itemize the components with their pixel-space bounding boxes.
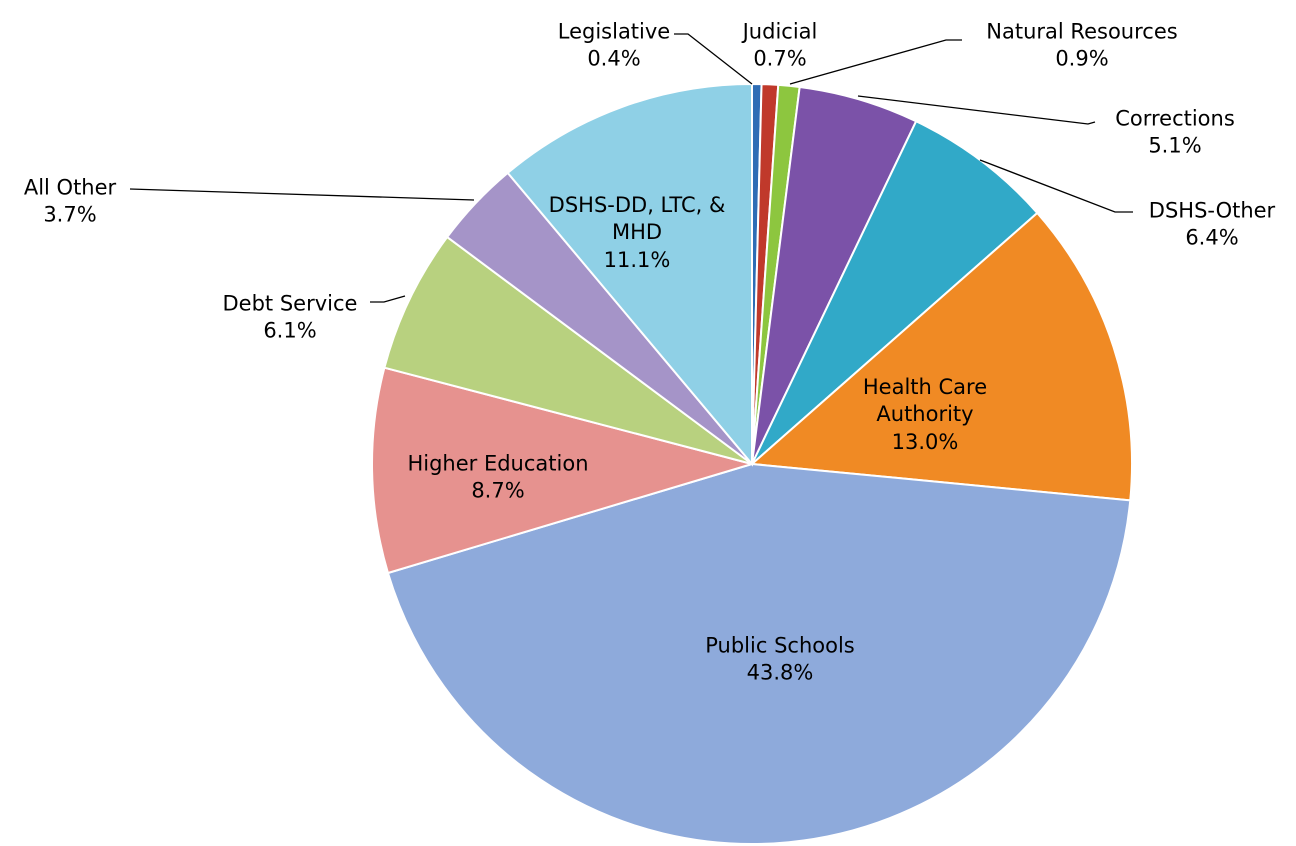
leader-line <box>789 39 962 85</box>
value-label: 0.4% <box>587 47 641 71</box>
leader-line <box>370 295 406 303</box>
value-label: 6.1% <box>263 319 317 343</box>
value-label: 3.7% <box>43 203 97 227</box>
leader-line <box>129 188 475 201</box>
category-label: Public Schools <box>705 633 855 658</box>
value-label: 6.4% <box>1185 226 1239 250</box>
pie-slice <box>383 235 753 465</box>
category-label: Judicial <box>742 19 818 44</box>
category-label: Health Care Authority <box>862 375 988 427</box>
value-label: 11.1% <box>603 247 671 272</box>
category-label: Debt Service <box>222 291 358 316</box>
slice-label: Natural Resources 0.9% <box>932 19 1232 74</box>
value-label: 5.1% <box>1148 134 1202 158</box>
category-label: Higher Education <box>407 451 589 476</box>
leader-line <box>674 33 753 85</box>
category-label: DSHS-Other <box>1148 198 1276 223</box>
category-label: All Other <box>23 175 117 200</box>
value-label: 0.7% <box>753 47 807 71</box>
category-label: DSHS-DD, LTC, & MHD <box>548 193 726 245</box>
category-label: Natural Resources <box>986 19 1178 44</box>
category-label: Legislative <box>557 19 671 44</box>
slice-label: DSHS-DD, LTC, & MHD 11.1% <box>522 192 752 274</box>
slice-label: Judicial 0.7% <box>680 19 880 74</box>
slice-label: All Other 3.7% <box>0 175 150 230</box>
slice-label: DSHS-Other 6.4% <box>1112 198 1296 253</box>
slice-label: Health Care Authority 13.0% <box>845 374 1005 456</box>
value-label: 43.8% <box>746 661 814 685</box>
leader-line <box>979 159 1133 213</box>
pie-slice <box>371 366 756 575</box>
pie-slice <box>506 82 753 467</box>
slice-label: Debt Service 6.1% <box>190 291 390 346</box>
pie-slice <box>386 462 1132 845</box>
value-label: 13.0% <box>891 429 959 454</box>
value-label: 0.9% <box>1055 47 1109 71</box>
slice-label: Higher Education 8.7% <box>368 451 628 506</box>
slice-label: Corrections 5.1% <box>1075 106 1275 161</box>
slice-label: Legislative 0.4% <box>514 19 714 74</box>
leader-line <box>857 95 1096 125</box>
value-label: 8.7% <box>471 479 525 503</box>
pie-slice <box>749 211 1133 502</box>
category-label: Corrections <box>1115 106 1235 131</box>
slice-label: Public Schools 43.8% <box>630 633 930 688</box>
